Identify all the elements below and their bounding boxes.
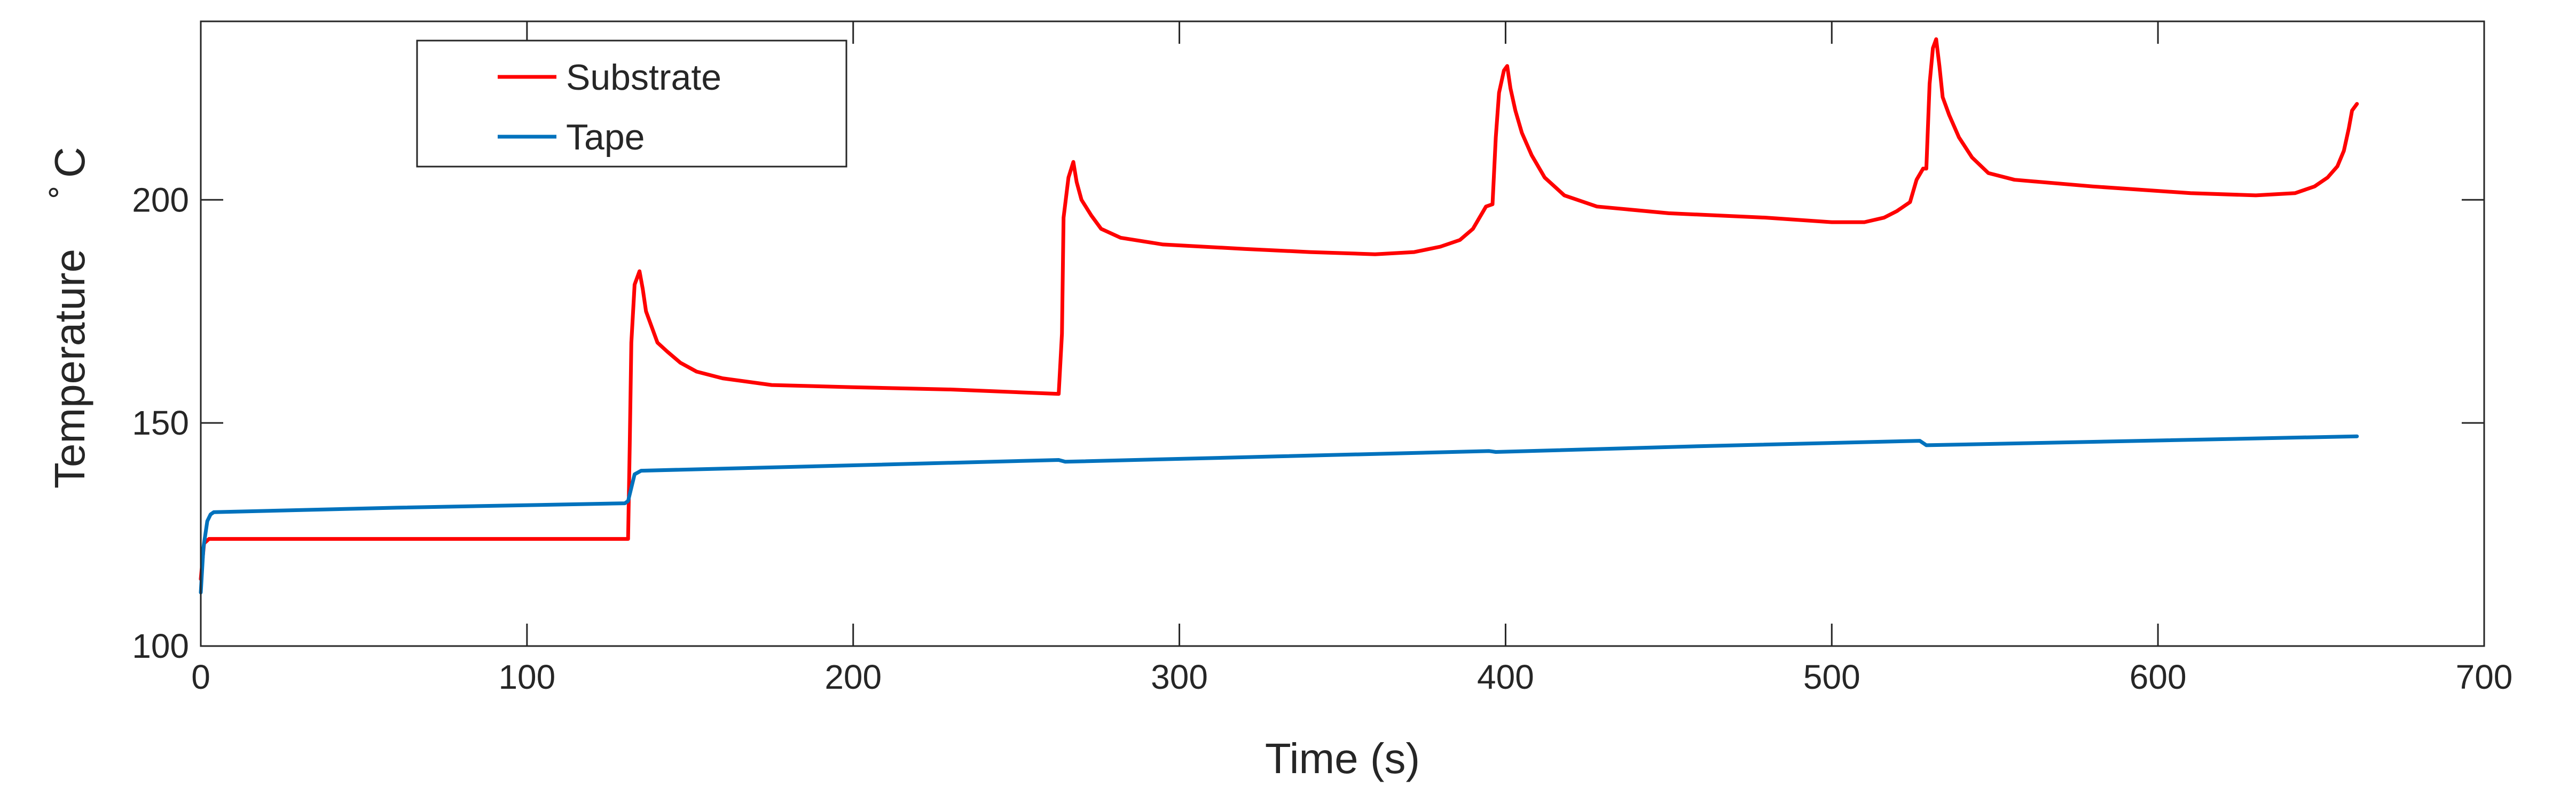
legend-label-tape: Tape xyxy=(566,117,645,158)
x-tick-label: 400 xyxy=(1477,658,1534,696)
axes-box xyxy=(200,20,2485,647)
y-tick-label: 100 xyxy=(132,627,189,665)
y-axis-label-degree: ∘ xyxy=(36,183,69,202)
x-tick-label: 0 xyxy=(191,658,210,696)
x-tick-label: 500 xyxy=(1803,658,1860,696)
y-axis-label-text: Temperature xyxy=(46,249,93,489)
x-tick-label: 300 xyxy=(1151,658,1208,696)
x-tick-label: 100 xyxy=(498,658,555,696)
x-tick-label: 200 xyxy=(824,658,882,696)
y-tick-label: 150 xyxy=(132,404,189,442)
legend: Substrate Tape xyxy=(416,40,847,168)
x-tick-label: 600 xyxy=(2130,658,2187,696)
y-tick-label: 200 xyxy=(132,180,189,219)
legend-label-substrate: Substrate xyxy=(566,57,721,98)
legend-box xyxy=(416,40,847,168)
x-axis-label: Time (s) xyxy=(1265,735,1420,782)
series-line-tape xyxy=(199,434,2359,595)
x-tick-label: 700 xyxy=(2456,658,2513,696)
y-axis-label-unit: C xyxy=(46,147,93,178)
series-line-substrate xyxy=(199,37,2359,581)
series-layer xyxy=(199,37,2359,595)
y-axis-label: Temperature ∘ C xyxy=(36,147,93,489)
